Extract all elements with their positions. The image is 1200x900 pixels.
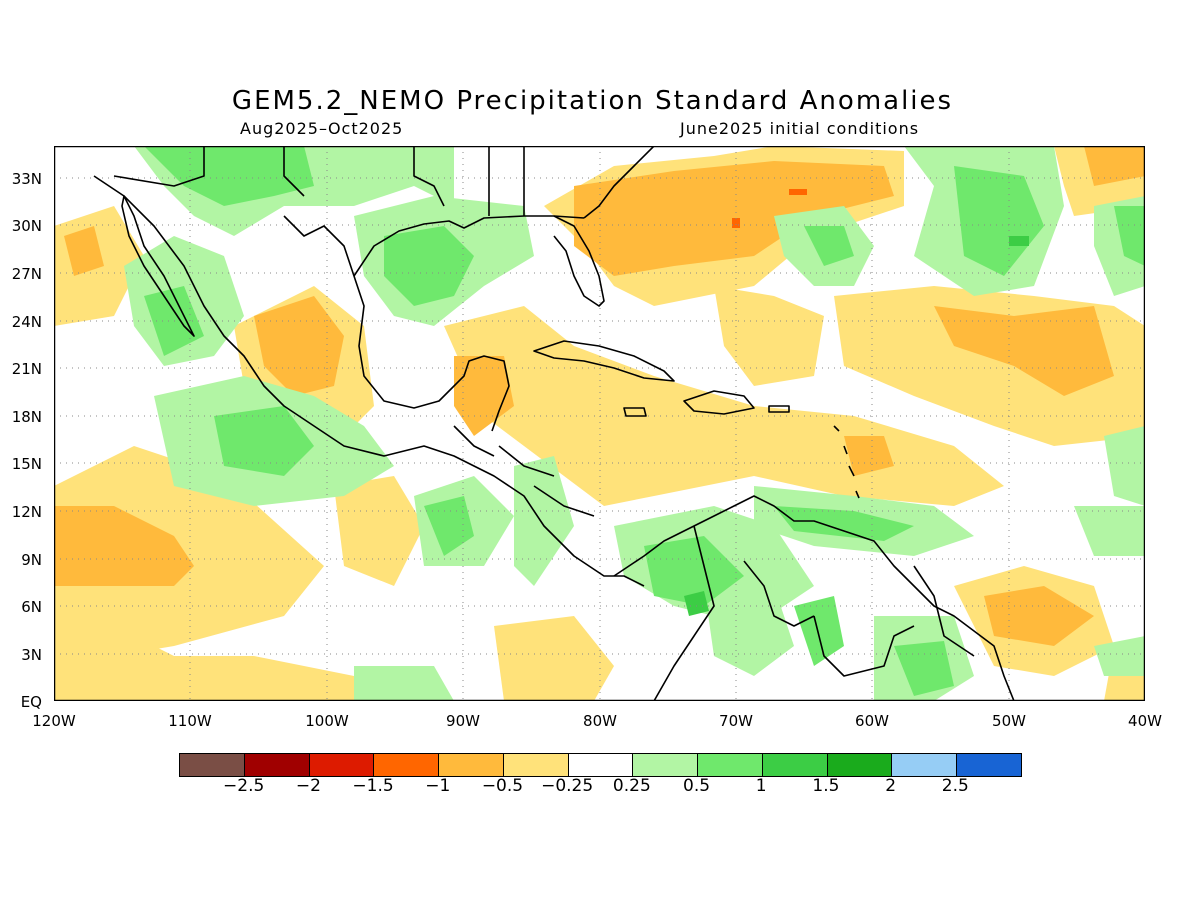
colorbar: [179, 753, 1022, 777]
colorbar-swatch: [309, 754, 375, 776]
precipitation-anomaly-map: [54, 146, 1145, 701]
colorbar-swatch: [180, 754, 245, 776]
anomaly-strong-positive-fields: [684, 236, 1029, 616]
lat-tick-label: 21N: [11, 360, 42, 378]
lat-tick-label: 12N: [11, 503, 42, 521]
lat-tick-label: 30N: [11, 217, 42, 235]
lon-tick-label: 40W: [1128, 712, 1162, 730]
lat-tick-label: 33N: [11, 170, 42, 188]
lat-tick-label: EQ: [20, 693, 42, 711]
colorbar-label: 2.5: [941, 776, 969, 796]
initial-conditions-label: June2025 initial conditions: [680, 119, 920, 138]
colorbar-swatch: [244, 754, 310, 776]
lon-tick-label: 90W: [446, 712, 480, 730]
lat-tick-label: 6N: [21, 598, 42, 616]
colorbar-label: −1: [425, 776, 451, 796]
colorbar-swatch: [957, 754, 1021, 776]
colorbar-swatch: [503, 754, 569, 776]
colorbar-swatch: [568, 754, 634, 776]
lat-tick-label: 3N: [21, 646, 42, 664]
colorbar-label: 0.5: [683, 776, 711, 796]
colorbar-swatch: [827, 754, 893, 776]
colorbar-swatch: [892, 754, 958, 776]
lon-tick-label: 120W: [32, 712, 76, 730]
map-border: [54, 146, 1145, 701]
colorbar-label: 1.5: [812, 776, 840, 796]
colorbar-swatch: [439, 754, 504, 776]
coastlines-and-borders: [93, 146, 1015, 701]
lon-tick-label: 60W: [855, 712, 889, 730]
colorbar-swatch: [698, 754, 763, 776]
lat-tick-label: 9N: [21, 551, 42, 569]
colorbar-swatch: [374, 754, 440, 776]
colorbar-label: −2.5: [223, 776, 265, 796]
anomaly-moderate-positive-fields: [144, 146, 1145, 696]
lon-tick-label: 70W: [719, 712, 753, 730]
forecast-period: Aug2025–Oct2025: [240, 119, 404, 138]
lat-tick-label: 15N: [11, 455, 42, 473]
colorbar-label: 0.25: [612, 776, 651, 796]
colorbar-label: −0.5: [481, 776, 524, 796]
lon-tick-label: 80W: [583, 712, 617, 730]
lon-tick-label: 100W: [305, 712, 349, 730]
colorbar-label: 1: [755, 776, 767, 796]
colorbar-label: −1.5: [352, 776, 394, 796]
anomaly-strong-negative-specks: [732, 189, 807, 228]
lat-tick-label: 18N: [11, 408, 42, 426]
lat-tick-label: 24N: [11, 313, 42, 331]
map-title: GEM5.2_NEMO Precipitation Standard Anoma…: [231, 86, 954, 116]
colorbar-swatch: [762, 754, 828, 776]
lat-tick-label: 27N: [11, 265, 42, 283]
graticule: [54, 146, 1145, 701]
colorbar-swatch: [633, 754, 699, 776]
lon-tick-label: 50W: [992, 712, 1026, 730]
lon-tick-label: 110W: [168, 712, 212, 730]
colorbar-label: 2: [885, 776, 897, 796]
colorbar-label: −2: [295, 776, 321, 796]
colorbar-label: −0.25: [541, 776, 594, 796]
map-canvas: [54, 146, 1145, 701]
